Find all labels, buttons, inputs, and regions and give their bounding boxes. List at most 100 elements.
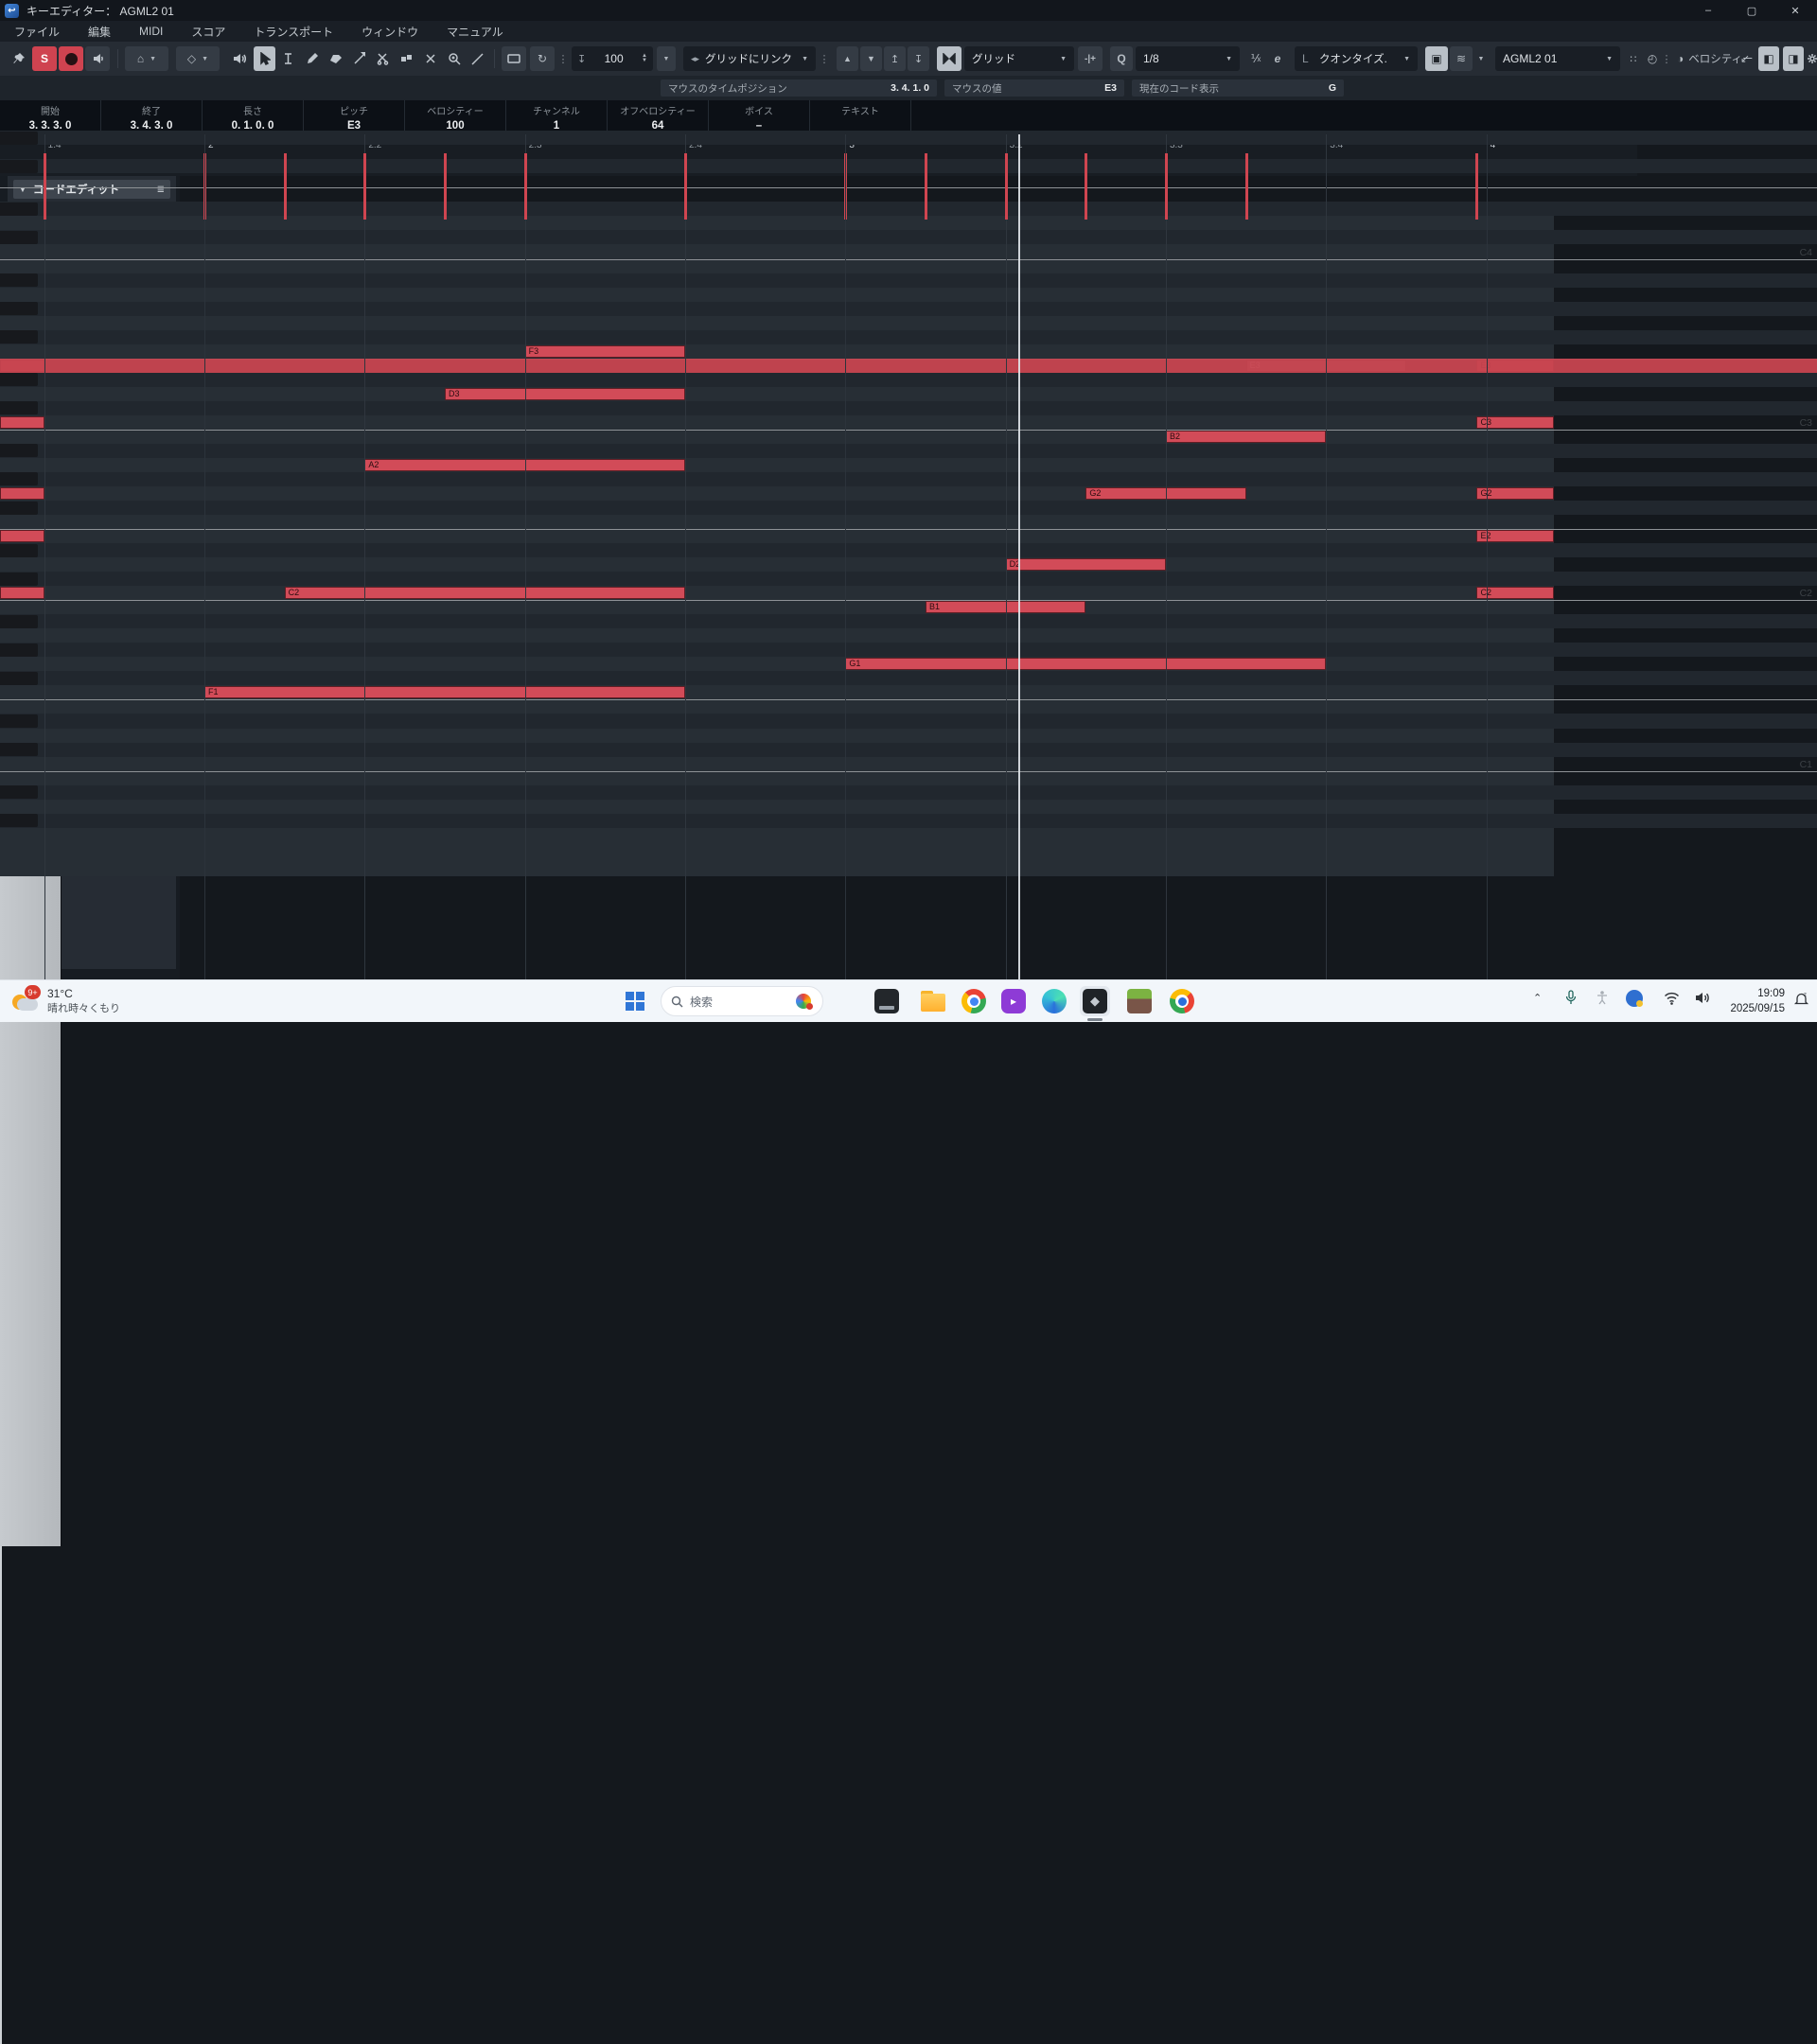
info-field[interactable]: 長さ 0. 1. 0. 0 <box>203 100 304 134</box>
search-input[interactable]: 検索 <box>661 986 823 1016</box>
app-icon-edge[interactable] <box>1039 986 1069 1016</box>
zoom-tool[interactable] <box>443 46 465 71</box>
snap-nudge-button[interactable]: -|+ <box>1078 46 1103 71</box>
piano-keyboard[interactable]: C4 C3 C2 C1 <box>0 131 1817 1546</box>
quantize-panel-icon[interactable]: e <box>1274 52 1281 65</box>
app-icon-display[interactable] <box>872 986 902 1016</box>
close-button[interactable]: ✕ <box>1791 5 1800 17</box>
app-icon-explorer[interactable] <box>918 986 948 1016</box>
tray-clock[interactable]: 19:09 2025/09/15 <box>1730 986 1785 1016</box>
snap-button[interactable] <box>937 46 961 71</box>
minimize-button[interactable]: – <box>1704 5 1712 16</box>
toolbar-overflow-icon[interactable]: ⋮ <box>819 53 830 65</box>
info-field[interactable]: 終了 3. 4. 3. 0 <box>101 100 203 134</box>
trim-tool[interactable] <box>348 46 370 71</box>
info-field[interactable]: オフベロシティー 64 <box>608 100 709 134</box>
app-icon-chrome[interactable] <box>959 986 989 1016</box>
glue-tool[interactable] <box>396 46 417 71</box>
info-field[interactable]: チャンネル 1 <box>506 100 608 134</box>
tray-chevron-icon[interactable]: ⌃ <box>1533 993 1543 1004</box>
range-tool[interactable] <box>277 46 299 71</box>
midi-note[interactable]: E2 <box>1476 530 1554 543</box>
menu-item[interactable]: スコア <box>191 25 226 39</box>
left-zone-toggle[interactable]: ◧ <box>1758 46 1779 71</box>
midi-note[interactable]: D3 <box>444 387 685 400</box>
setup-grid-icon[interactable]: ∷ <box>1630 53 1637 65</box>
weather-widget[interactable]: 9+ 31°C 晴れ時々くもり <box>9 985 120 1017</box>
info-field[interactable]: 開始 3. 3. 3. 0 <box>0 100 101 134</box>
record-button[interactable] <box>59 46 83 71</box>
app-icon-minecraft[interactable] <box>1124 986 1155 1016</box>
quantize-preset-dropdown[interactable]: 1/8 ▼ <box>1136 46 1240 71</box>
info-field[interactable]: ボイス – <box>709 100 810 134</box>
toolbar-overflow-icon[interactable]: ⋮ <box>1661 53 1672 65</box>
midi-note[interactable]: D2 <box>1005 558 1166 572</box>
midi-note[interactable] <box>0 415 44 429</box>
acoustic-feedback-icon[interactable] <box>85 46 110 71</box>
info-field[interactable]: ピッチ E3 <box>304 100 405 134</box>
midi-note[interactable]: F1 <box>204 686 685 699</box>
edit-active-part-icon[interactable]: ▣ <box>1425 46 1448 71</box>
transpose-up-icon[interactable]: ▲ <box>837 46 858 71</box>
event-colors-dropdown[interactable]: ◑ ベロシティー <box>1677 52 1754 65</box>
transpose-down-icon[interactable]: ▼ <box>860 46 882 71</box>
mute-tool[interactable] <box>419 46 441 71</box>
toolbar-overflow-icon[interactable]: ⋮ <box>557 53 569 65</box>
midi-note[interactable] <box>0 587 44 600</box>
part-options-dropdown[interactable]: ▼ <box>1477 55 1485 62</box>
setup-gear-icon[interactable] <box>1806 46 1817 71</box>
info-field[interactable]: ベロシティー 100 <box>405 100 506 134</box>
maximize-button[interactable]: ▢ <box>1746 5 1757 17</box>
app-icon-clipchamp[interactable]: ▸ <box>998 986 1029 1016</box>
tray-accessibility-icon[interactable] <box>1596 990 1609 1008</box>
length-link-dropdown[interactable]: ◂▸ グリッドにリンク ▼ <box>683 46 816 71</box>
menu-item[interactable]: 編集 <box>88 25 112 39</box>
midi-note[interactable]: G2 <box>1476 487 1554 500</box>
move-up-icon[interactable]: ↥ <box>884 46 906 71</box>
menu-item[interactable]: ウィンドウ <box>362 25 419 39</box>
object-selection-tool[interactable] <box>254 46 275 71</box>
midi-input-icon[interactable]: ◴ <box>1647 52 1658 65</box>
grid-type-dropdown[interactable]: グリッド ▼ <box>964 46 1074 71</box>
midi-note[interactable] <box>0 487 44 500</box>
tray-mic-icon[interactable] <box>1564 990 1578 1008</box>
tray-app-icon[interactable] <box>1626 990 1643 1007</box>
menu-item[interactable]: ファイル <box>14 25 61 39</box>
quantize-icon[interactable]: Q <box>1110 46 1133 71</box>
start-button[interactable] <box>620 986 650 1016</box>
move-down-icon[interactable]: ↧ <box>908 46 929 71</box>
midi-note[interactable]: C2 <box>1476 587 1554 600</box>
line-tool[interactable] <box>467 46 488 71</box>
erase-tool[interactable] <box>325 46 346 71</box>
right-zone-toggle[interactable]: ◨ <box>1783 46 1804 71</box>
tray-volume-icon[interactable] <box>1694 991 1710 1008</box>
iterative-quantize-icon[interactable]: ⅟x <box>1250 52 1261 65</box>
pin-icon[interactable] <box>8 46 30 71</box>
app-icon-browser[interactable] <box>1167 986 1197 1016</box>
menu-item[interactable]: マニュアル <box>447 25 503 39</box>
indep-track-loop-button[interactable] <box>502 46 526 71</box>
audition-loop-icon[interactable]: ↻ <box>530 46 555 71</box>
speaker-icon[interactable] <box>227 46 250 71</box>
part-layers-icon[interactable]: ≋ <box>1450 46 1473 71</box>
tray-bell-icon[interactable]: z <box>1793 991 1809 1010</box>
menu-item[interactable]: トランスポート <box>254 25 334 39</box>
midi-note[interactable]: C3 <box>1476 415 1554 429</box>
midi-note[interactable] <box>0 530 44 543</box>
menu-item[interactable]: MIDI <box>139 25 164 38</box>
midi-note[interactable]: B2 <box>1165 430 1327 443</box>
event-display-button[interactable]: ◇ ▼ <box>176 46 220 71</box>
tray-wifi-icon[interactable] <box>1664 992 1680 1008</box>
insert-velocity-field[interactable]: ↧ 100 ▲ ▼ <box>572 46 653 71</box>
split-tool[interactable] <box>372 46 394 71</box>
pitch-visibility-button[interactable]: ⌂ ▼ <box>125 46 168 71</box>
length-quantize-dropdown[interactable]: L クオンタイズ. ▼ <box>1295 46 1418 71</box>
open-in-window-icon[interactable]: ↙ <box>1739 52 1751 65</box>
part-selector-dropdown[interactable]: AGML2 01 ▼ <box>1495 46 1620 71</box>
app-icon-cubase[interactable]: ◆ <box>1080 986 1110 1021</box>
draw-tool[interactable] <box>301 46 323 71</box>
solo-button[interactable]: S <box>32 46 57 71</box>
info-field[interactable]: テキスト <box>810 100 911 134</box>
midi-note[interactable]: C2 <box>284 587 685 600</box>
insert-velocity-dropdown[interactable]: ▼ <box>657 46 676 71</box>
